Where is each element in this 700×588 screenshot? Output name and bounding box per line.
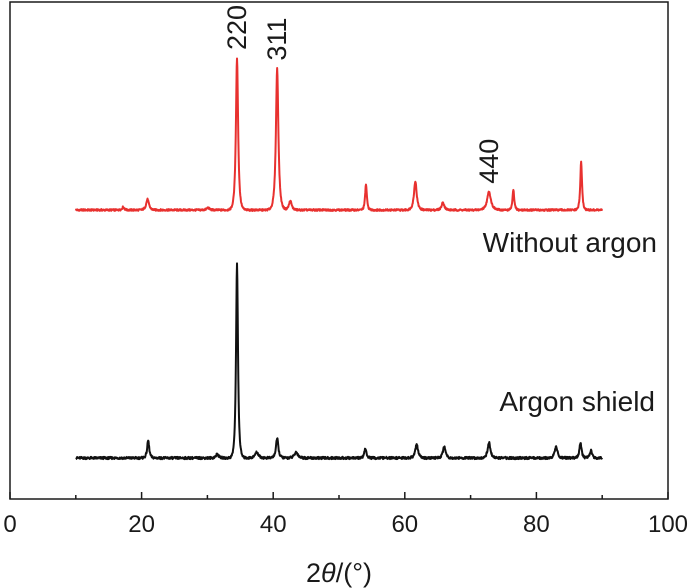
peak-label-440: 440	[474, 139, 504, 184]
x-axis-label: 2θ/(°)	[306, 558, 372, 588]
x-axis-label-prefix: 2	[306, 558, 321, 588]
series-label-argon-shield: Argon shield	[499, 386, 655, 417]
series-line-argon-shield	[75, 262, 604, 461]
x-axis-label-theta: θ	[321, 558, 336, 588]
x-axis-tick-labels: 0 20 40 60 80 100	[3, 511, 688, 538]
x-tick-label-40: 40	[260, 511, 287, 538]
series-line-without-argon	[74, 57, 604, 212]
x-tick-label-20: 20	[128, 511, 155, 538]
x-tick-label-60: 60	[391, 511, 418, 538]
peak-labels: 220 311 440	[222, 5, 504, 184]
x-axis-ticks	[9, 492, 669, 499]
series-layer	[74, 57, 604, 461]
x-tick-label-80: 80	[523, 511, 550, 538]
series-label-without-argon: Without argon	[483, 227, 657, 258]
peak-label-311: 311	[262, 18, 292, 61]
x-tick-label-0: 0	[3, 511, 16, 538]
x-tick-label-100: 100	[648, 511, 688, 538]
peak-label-220: 220	[222, 5, 252, 50]
x-axis-label-suffix: /(°)	[336, 558, 372, 588]
